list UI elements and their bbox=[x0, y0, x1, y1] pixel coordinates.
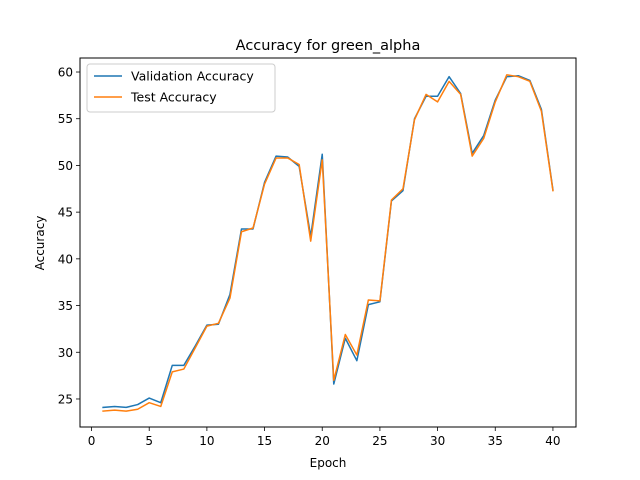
x-tick-label: 35 bbox=[488, 434, 503, 448]
axes-background bbox=[80, 58, 576, 427]
y-tick-label: 60 bbox=[58, 66, 73, 80]
x-tick-label: 25 bbox=[372, 434, 387, 448]
x-axis-label: Epoch bbox=[310, 456, 347, 470]
y-tick-label: 35 bbox=[58, 299, 73, 313]
x-tick-label: 0 bbox=[88, 434, 96, 448]
plot-area bbox=[79, 57, 577, 428]
legend-label: Validation Accuracy bbox=[131, 69, 254, 84]
y-tick-label: 30 bbox=[58, 346, 73, 360]
y-tick-label: 55 bbox=[58, 112, 73, 126]
x-tick-label: 5 bbox=[145, 434, 153, 448]
y-axis-label: Accuracy bbox=[33, 216, 47, 271]
y-tick-label: 50 bbox=[58, 159, 73, 173]
x-tick-label: 10 bbox=[199, 434, 214, 448]
x-tick-label: 15 bbox=[257, 434, 272, 448]
legend-label: Test Accuracy bbox=[130, 90, 217, 105]
legend: Validation Accuracy Test Accuracy bbox=[86, 63, 276, 113]
y-tick-label: 40 bbox=[58, 252, 73, 266]
x-axis-ticks: 0 5 10 15 20 25 30 35 40 bbox=[88, 427, 561, 448]
legend-box bbox=[86, 63, 276, 113]
x-tick-label: 20 bbox=[315, 434, 330, 448]
x-tick-label: 40 bbox=[545, 434, 560, 448]
y-tick-label: 25 bbox=[58, 392, 73, 406]
y-tick-label: 45 bbox=[58, 206, 73, 220]
chart-title: Accuracy for green_alpha bbox=[236, 38, 421, 54]
y-axis-ticks: 25 30 35 40 45 50 55 60 bbox=[58, 66, 80, 406]
series-line-test-accuracy bbox=[102, 74, 554, 412]
series-layer bbox=[102, 74, 554, 412]
axes-frame bbox=[79, 57, 577, 428]
x-tick-label: 30 bbox=[430, 434, 445, 448]
